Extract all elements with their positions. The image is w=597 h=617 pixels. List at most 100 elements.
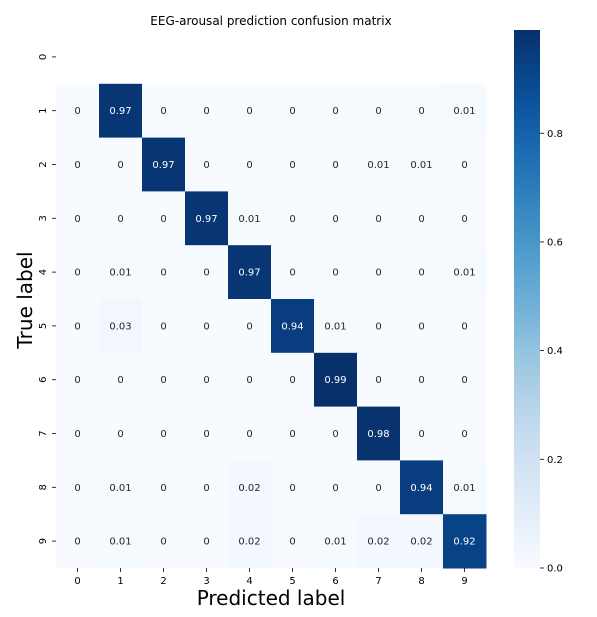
cell-value-label: 0: [160, 268, 166, 279]
heatmap-cell-r4-c3: [185, 245, 229, 300]
heatmap-cell-r9-c2: [142, 514, 186, 569]
cell-value-label: 0: [203, 268, 209, 279]
cell-value-label: 0.01: [238, 214, 260, 225]
cell-value-label: 0: [117, 429, 123, 440]
cell-value-label: 0: [117, 214, 123, 225]
x-tick-label: 8: [418, 576, 424, 587]
heatmap-cell-r2-c5: [271, 137, 315, 192]
cell-value-label: 0: [246, 160, 252, 171]
heatmap-cell-r6-c3: [185, 352, 229, 408]
cell-value-label: 0: [332, 483, 338, 494]
cell-value-label: 0: [203, 537, 209, 548]
heatmap-cell-r1-c3: [185, 83, 229, 139]
cell-value-label: 0: [289, 268, 295, 279]
cell-value-label: 0.01: [109, 537, 131, 548]
cell-value-label: 0: [74, 106, 80, 117]
heatmap-cell-r9-c7: [357, 514, 401, 569]
cell-value-label: 0: [160, 429, 166, 440]
heatmap-cell-r8-c6: [314, 460, 358, 515]
heatmap-cell-r6-c8: [400, 352, 444, 408]
heatmap-cell-r9-c1: [99, 514, 143, 569]
heatmap-cell-r3-c1: [99, 191, 143, 246]
heatmap-cell-r5-c5: [271, 299, 315, 354]
cell-value-label: 0.94: [410, 483, 432, 494]
heatmap-cell-r6-c0: [56, 352, 100, 408]
cell-value-label: 0.98: [367, 429, 389, 440]
heatmap-cell-r3-c9: [443, 191, 487, 246]
cell-value-label: 0: [246, 321, 252, 332]
x-tick-label: 3: [203, 576, 209, 587]
heatmap-cell-r6-c1: [99, 352, 143, 408]
cell-value-label: 0: [160, 214, 166, 225]
heatmap-cell-r4-c4: [228, 245, 272, 300]
heatmap-cell-r7-c3: [185, 406, 229, 461]
x-tick-label: 2: [160, 576, 166, 587]
cell-value-label: 0: [289, 214, 295, 225]
x-tick-label: 7: [375, 576, 381, 587]
heatmap-cell-r5-c4: [228, 299, 272, 354]
cell-value-label: 0: [74, 160, 80, 171]
heatmap-cell-r7-c9: [443, 406, 487, 461]
x-tick-label: 9: [461, 576, 467, 587]
heatmap-cell-r4-c7: [357, 245, 401, 300]
heatmap-cell-r9-c8: [400, 514, 444, 569]
cell-value-label: 0: [117, 160, 123, 171]
cell-value-label: 0: [332, 429, 338, 440]
cell-value-label: 0.01: [109, 268, 131, 279]
heatmap-cell-r2-c7: [357, 137, 401, 192]
heatmap-cells: 0 0.97 0 0 0 0 0 0 0 0.01 0 0 0.97 0 0 0 0 0.01 0.01 0 0 0 0 0.…: [56, 83, 487, 569]
colorbar: [514, 30, 540, 568]
x-axis-label: Predicted label: [197, 586, 346, 610]
heatmap-cell-r5-c0: [56, 299, 100, 354]
heatmap-cell-r1-c9: [443, 83, 487, 139]
heatmap-cell-r9-c9: [443, 514, 487, 569]
cell-value-label: 0: [375, 214, 381, 225]
cell-value-label: 0: [74, 375, 80, 386]
heatmap-cell-r8-c7: [357, 460, 401, 515]
cell-value-label: 0: [74, 429, 80, 440]
colorbar-tick-label: 0.4: [547, 346, 563, 357]
y-tick-labels: 0 1 2 3 4 5 6 7 8 9: [38, 54, 56, 544]
heatmap-cell-r8-c8: [400, 460, 444, 515]
cell-value-label: 0.02: [367, 537, 389, 548]
cell-value-label: 0: [203, 106, 209, 117]
heatmap-cell-r8-c9: [443, 460, 487, 515]
cell-value-label: 0: [203, 429, 209, 440]
heatmap-cell-r9-c5: [271, 514, 315, 569]
cell-value-label: 0: [246, 429, 252, 440]
heatmap-cell-r5-c1: [99, 299, 143, 354]
cell-value-label: 0: [289, 537, 295, 548]
heatmap-cell-r1-c0: [56, 83, 100, 139]
cell-value-label: 0: [74, 214, 80, 225]
cell-value-label: 0: [375, 483, 381, 494]
heatmap-cell-r3-c4: [228, 191, 272, 246]
cell-value-label: 0.97: [195, 214, 217, 225]
cell-value-label: 0: [461, 375, 467, 386]
cell-value-label: 0: [418, 321, 424, 332]
heatmap-cell-r6-c7: [357, 352, 401, 408]
heatmap-cell-r4-c8: [400, 245, 444, 300]
cell-value-label: 0: [74, 268, 80, 279]
cell-value-label: 0.03: [109, 321, 131, 332]
cell-value-label: 0: [289, 429, 295, 440]
cell-value-label: 0.97: [152, 160, 174, 171]
heatmap-cell-r8-c4: [228, 460, 272, 515]
cell-value-label: 0: [160, 375, 166, 386]
heatmap-cell-r1-c2: [142, 83, 186, 139]
heatmap-cell-r9-c0: [56, 514, 100, 569]
cell-value-label: 0.01: [324, 321, 346, 332]
heatmap-cell-r7-c2: [142, 406, 186, 461]
heatmap-cell-r8-c2: [142, 460, 186, 515]
heatmap-cell-r8-c0: [56, 460, 100, 515]
colorbar-tick-label: 0.0: [547, 564, 563, 575]
heatmap-cell-r5-c2: [142, 299, 186, 354]
y-tick-label: 1: [38, 108, 49, 114]
cell-value-label: 0: [289, 160, 295, 171]
y-tick-label: 0: [38, 54, 49, 60]
heatmap-cell-r5-c9: [443, 299, 487, 354]
chart-title: EEG-arousal prediction confusion matrix: [150, 14, 391, 28]
cell-value-label: 0: [74, 321, 80, 332]
cell-value-label: 0.97: [109, 106, 131, 117]
cell-value-label: 0: [375, 321, 381, 332]
cell-value-label: 0.92: [453, 537, 475, 548]
